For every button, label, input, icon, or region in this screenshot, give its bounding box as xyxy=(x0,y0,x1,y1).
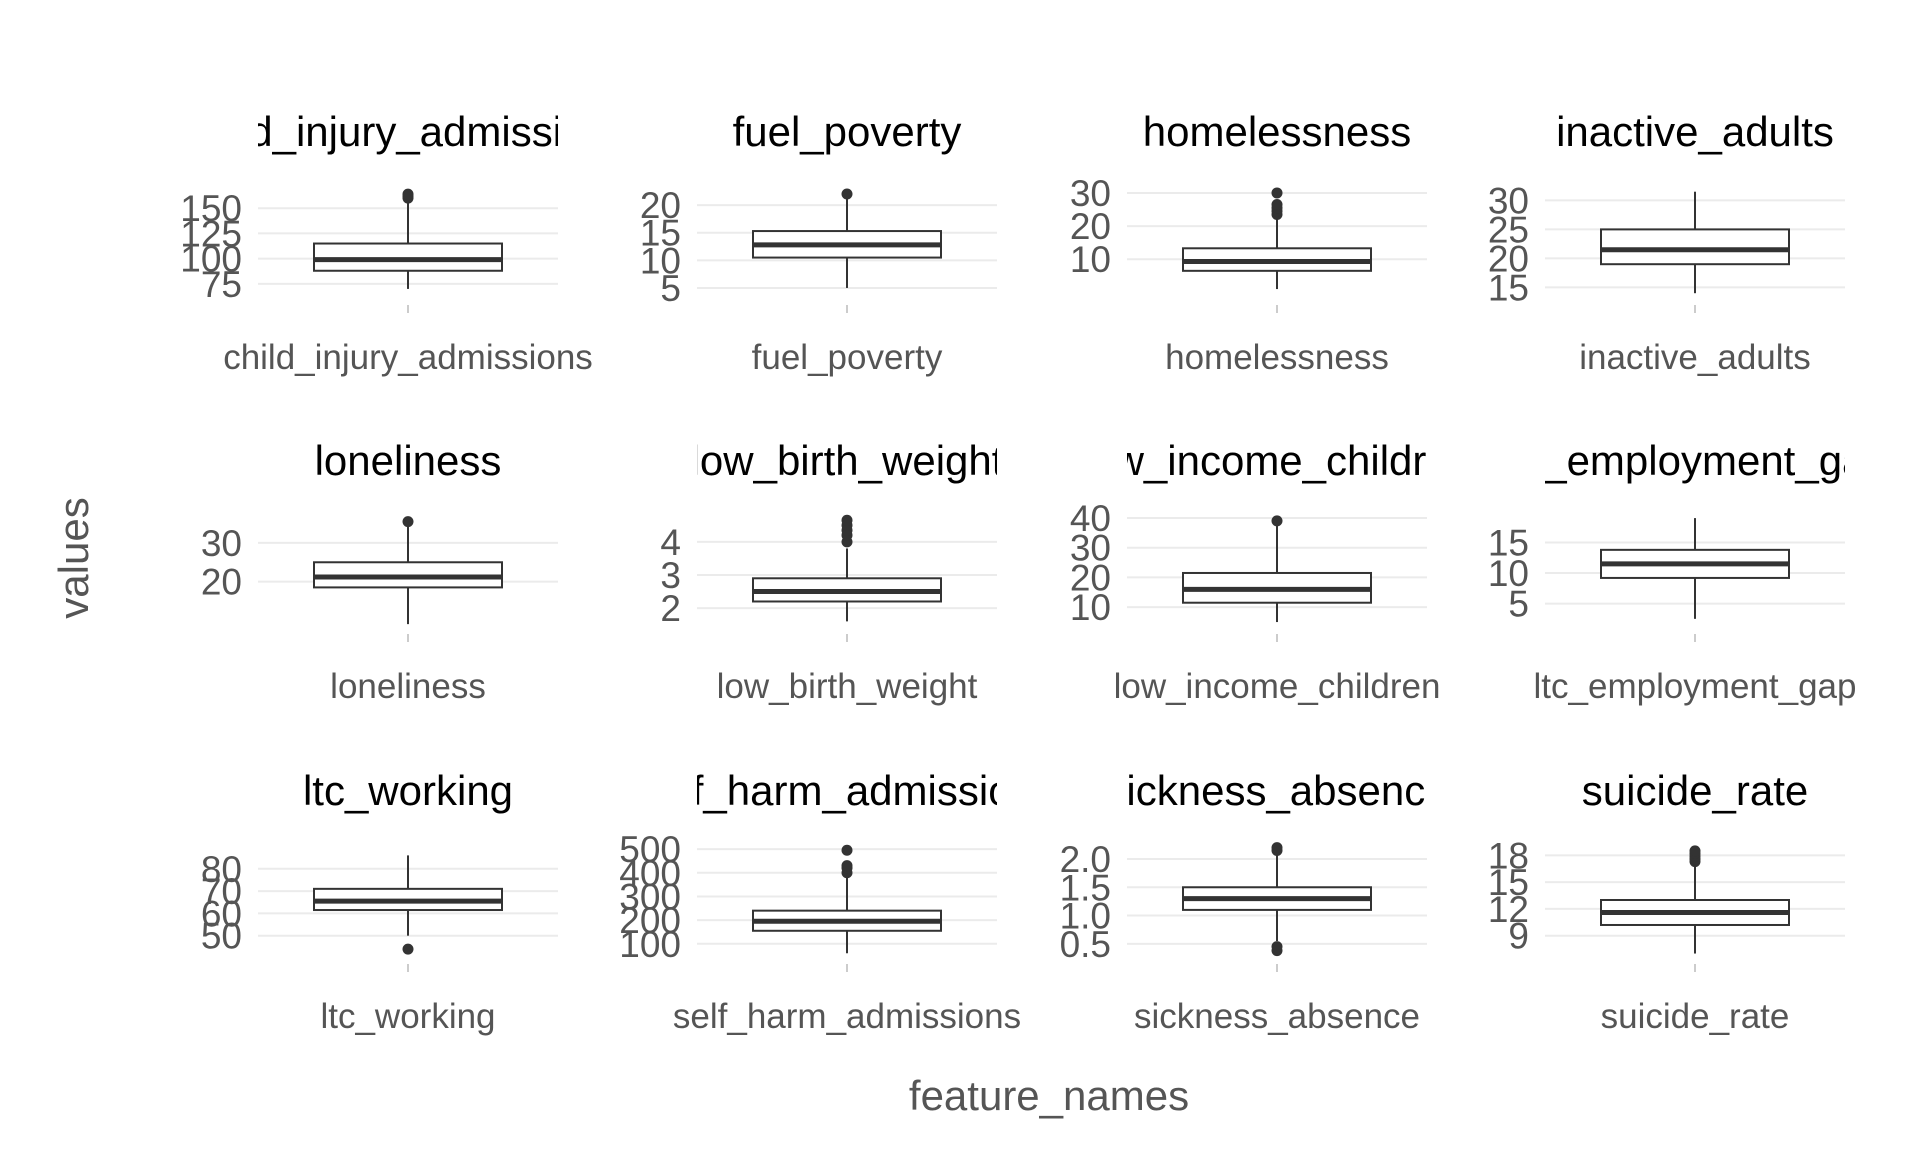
y-tick-label: 200 xyxy=(619,900,681,941)
facet-strip-title: suicide_rate xyxy=(1582,767,1808,814)
x-category-label: suicide_rate xyxy=(1601,997,1790,1036)
iqr-box xyxy=(313,242,503,272)
y-tick-label: 300 xyxy=(619,876,681,917)
y-tick-label: 25 xyxy=(1488,209,1529,250)
y-tick-label: 30 xyxy=(201,523,242,564)
facet-strip-title: sickness_absence xyxy=(1105,767,1448,814)
facet-strip-title: fuel_poverty xyxy=(733,108,962,155)
y-tick-label: 15 xyxy=(1488,267,1529,308)
outlier-point xyxy=(1271,199,1283,211)
x-category-label: child_injury_admissions xyxy=(223,338,593,377)
y-tick-label: 150 xyxy=(180,188,242,229)
y-tick-label: 80 xyxy=(201,849,242,890)
y-tick-label: 1.5 xyxy=(1060,867,1111,908)
facet-strip-title: ltc_working xyxy=(303,767,513,814)
x-category-label: ltc_working xyxy=(320,997,495,1036)
outlier-point xyxy=(841,860,853,872)
outlier-point xyxy=(1689,845,1701,857)
x-category-label: ltc_employment_gap xyxy=(1534,667,1857,706)
y-tick-label: 2 xyxy=(660,588,681,629)
y-tick-label: 20 xyxy=(1070,206,1111,247)
outlier-point xyxy=(1271,842,1283,854)
x-category-label: homelessness xyxy=(1165,338,1389,377)
facet-strip-title: low_income_children xyxy=(1081,437,1473,484)
facet-strip-title: homelessness xyxy=(1143,108,1411,155)
x-category-label: low_income_children xyxy=(1114,667,1441,706)
facet-strip-title: low_birth_weight xyxy=(691,437,1004,484)
outlier-point xyxy=(402,188,414,200)
y-axis-title: values xyxy=(50,497,97,618)
y-tick-label: 10 xyxy=(640,240,681,281)
outlier-point xyxy=(402,943,414,955)
y-tick-label: 12 xyxy=(1488,889,1529,930)
outlier-point xyxy=(841,514,853,526)
y-tick-label: 100 xyxy=(619,924,681,965)
y-tick-label: 40 xyxy=(1070,498,1111,539)
facet-panel: sickness_absence 0.51.01.52.0 sickness_abs… xyxy=(1060,767,1448,1036)
y-tick-label: 400 xyxy=(619,853,681,894)
x-category-label: self_harm_admissions xyxy=(673,997,1021,1036)
x-category-label: low_birth_weight xyxy=(717,667,978,706)
y-tick-label: 70 xyxy=(201,871,242,912)
x-axis-title: feature_names xyxy=(909,1072,1189,1119)
x-category-label: loneliness xyxy=(330,667,486,706)
y-tick-label: 30 xyxy=(1070,173,1111,214)
facet-panel: low_income_children10203040low_income_ch… xyxy=(1070,437,1473,706)
y-tick-label: 50 xyxy=(201,916,242,957)
y-tick-label: 100 xyxy=(180,239,242,280)
y-tick-label: 1.0 xyxy=(1060,896,1111,937)
y-tick-label: 20 xyxy=(640,185,681,226)
x-category-label: fuel_poverty xyxy=(752,338,943,377)
outlier-point xyxy=(841,188,853,200)
x-category-label: inactive_adults xyxy=(1579,338,1811,377)
outlier-point xyxy=(1271,941,1283,953)
x-category-label: sickness_absence xyxy=(1134,997,1420,1036)
y-tick-label: 3 xyxy=(660,555,681,596)
y-tick-label: 15 xyxy=(1488,523,1529,564)
outlier-point xyxy=(1271,187,1283,199)
facet-strip-title: inactive_adults xyxy=(1556,108,1834,155)
outlier-point xyxy=(402,516,414,528)
y-tick-label: 10 xyxy=(1488,553,1529,594)
y-tick-label: 60 xyxy=(201,893,242,934)
y-tick-label: 5 xyxy=(660,268,681,309)
y-tick-label: 4 xyxy=(660,522,681,563)
y-tick-label: 9 xyxy=(1508,916,1529,957)
y-tick-label: 30 xyxy=(1070,528,1111,569)
y-tick-label: 5 xyxy=(1508,584,1529,625)
facet-strip-title: loneliness xyxy=(315,437,502,484)
iqr-box xyxy=(1600,228,1790,266)
y-tick-label: 10 xyxy=(1070,239,1111,280)
outlier-point xyxy=(1271,515,1283,527)
facet-strip-title: child_injury_admissions xyxy=(186,108,630,155)
y-tick-label: 20 xyxy=(1070,557,1111,598)
y-tick-label: 2.0 xyxy=(1060,839,1111,880)
y-tick-label: 75 xyxy=(201,264,242,305)
facet-strip-title: self_harm_admissions xyxy=(638,767,1056,814)
y-tick-label: 18 xyxy=(1488,835,1529,876)
y-tick-label: 125 xyxy=(180,213,242,254)
y-tick-label: 0.5 xyxy=(1060,924,1111,965)
y-tick-label: 15 xyxy=(1488,862,1529,903)
facet-strip-title: ltc_employment_gap xyxy=(1501,437,1889,484)
y-tick-label: 15 xyxy=(640,213,681,254)
y-tick-label: 500 xyxy=(619,829,681,870)
y-tick-label: 20 xyxy=(1488,238,1529,279)
y-tick-label: 20 xyxy=(201,562,242,603)
outlier-point xyxy=(841,844,853,856)
y-tick-label: 10 xyxy=(1070,587,1111,628)
y-tick-label: 30 xyxy=(1488,180,1529,221)
